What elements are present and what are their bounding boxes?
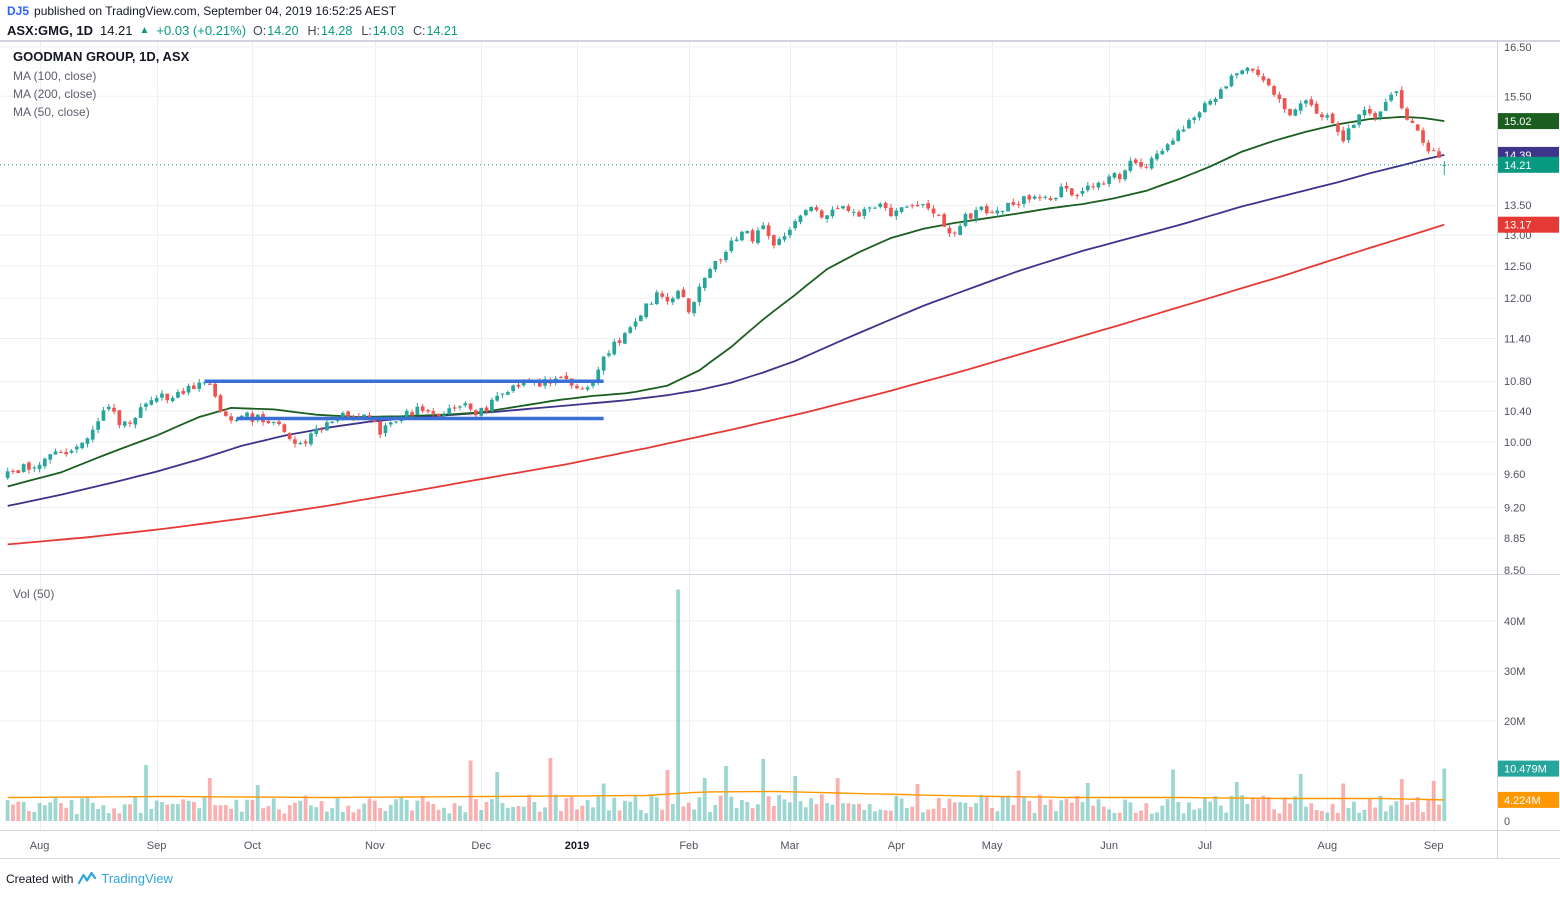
up-arrow-icon: ▲ bbox=[139, 25, 150, 36]
open-label: O: bbox=[253, 23, 267, 38]
created-with-text: Created with bbox=[6, 871, 74, 886]
svg-text:Oct: Oct bbox=[244, 840, 261, 852]
svg-text:9.20: 9.20 bbox=[1504, 503, 1525, 515]
svg-text:Jun: Jun bbox=[1100, 840, 1118, 852]
drawings-layer[interactable] bbox=[0, 164, 1497, 421]
high-label: H: bbox=[307, 23, 321, 38]
publish-bar: DJ5 published on TradingView.com, Septem… bbox=[0, 0, 1560, 21]
svg-text:14.21: 14.21 bbox=[1504, 160, 1532, 172]
svg-text:16.50: 16.50 bbox=[1504, 42, 1532, 54]
svg-text:0: 0 bbox=[1504, 816, 1510, 828]
symbol-title: ASX:GMG, 1D bbox=[7, 23, 93, 38]
svg-text:15.50: 15.50 bbox=[1504, 91, 1532, 103]
svg-text:Sep: Sep bbox=[1424, 840, 1444, 852]
tradingview-logo-icon bbox=[78, 872, 97, 885]
price-change: +0.03 (+0.21%) bbox=[156, 23, 247, 38]
svg-text:30M: 30M bbox=[1504, 666, 1525, 678]
svg-text:Aug: Aug bbox=[1318, 840, 1338, 852]
svg-text:4.224M: 4.224M bbox=[1504, 795, 1541, 807]
svg-text:12.00: 12.00 bbox=[1504, 293, 1532, 305]
ohlc-values: O: 14.20 H: 14.28 L: 14.03 C: 14.21 bbox=[253, 24, 458, 38]
svg-text:10.479M: 10.479M bbox=[1504, 764, 1547, 776]
author-link[interactable]: DJ5 bbox=[7, 3, 30, 18]
open-value: 14.20 bbox=[267, 23, 299, 38]
last-price-price-tag bbox=[1498, 156, 1559, 173]
symbol-bar: ASX:GMG, 1D 14.21 ▲ +0.03 (+0.21%) O: 14.… bbox=[0, 21, 1560, 40]
svg-text:8.50: 8.50 bbox=[1504, 565, 1525, 577]
price-axis[interactable]: 16.50 15.50 13.50 13.00 12.50 12.00 11.40 10.80… bbox=[1498, 42, 1559, 828]
volume-legend: Vol (50) bbox=[13, 587, 55, 601]
current-volume-tag bbox=[1498, 760, 1559, 777]
svg-text:Aug: Aug bbox=[30, 840, 50, 852]
svg-text:13.00: 13.00 bbox=[1504, 230, 1532, 242]
footer-bar: Created with TradingView bbox=[0, 859, 1560, 898]
low-value: 14.03 bbox=[372, 23, 405, 38]
svg-text:Apr: Apr bbox=[888, 840, 905, 852]
svg-text:12.50: 12.50 bbox=[1504, 261, 1532, 273]
grid-layer bbox=[0, 41, 1560, 859]
svg-text:11.40: 11.40 bbox=[1504, 334, 1531, 346]
publish-text: published on TradingView.com, September … bbox=[34, 3, 397, 18]
close-value: 14.21 bbox=[426, 23, 458, 38]
MA200-price-tag bbox=[1498, 216, 1559, 233]
svg-text:Nov: Nov bbox=[365, 840, 385, 852]
svg-text:May: May bbox=[982, 840, 1003, 852]
svg-text:Feb: Feb bbox=[679, 840, 698, 852]
time-axis[interactable]: Aug Sep Oct Nov Dec 2019 Feb Mar Apr May Jun Jul Aug… bbox=[30, 840, 1444, 852]
svg-text:20M: 20M bbox=[1504, 716, 1525, 728]
chart-area: 16.50 15.50 13.50 13.00 12.50 12.00 11.40 10.80… bbox=[0, 40, 1560, 859]
svg-text:8.85: 8.85 bbox=[1504, 533, 1525, 545]
svg-text:10.00: 10.00 bbox=[1504, 437, 1532, 449]
last-price: 14.21 bbox=[99, 23, 133, 38]
svg-text:Sep: Sep bbox=[147, 840, 167, 852]
MA50-price-tag bbox=[1498, 113, 1559, 130]
low-label: L: bbox=[361, 23, 372, 38]
candles-layer bbox=[5, 66, 1447, 480]
svg-text:2019: 2019 bbox=[565, 840, 589, 852]
svg-text:13.17: 13.17 bbox=[1504, 220, 1532, 232]
volume-layer bbox=[5, 589, 1447, 821]
volume-ma-tag bbox=[1498, 791, 1559, 808]
svg-text:15.02: 15.02 bbox=[1504, 116, 1532, 128]
svg-text:Mar: Mar bbox=[780, 840, 799, 852]
high-value: 14.28 bbox=[321, 23, 353, 38]
close-label: C: bbox=[413, 23, 426, 38]
svg-text:Dec: Dec bbox=[471, 840, 491, 852]
tradingview-brand-link[interactable]: TradingView bbox=[101, 871, 173, 886]
svg-text:40M: 40M bbox=[1504, 616, 1525, 628]
svg-text:Jul: Jul bbox=[1198, 840, 1212, 852]
svg-text:10.40: 10.40 bbox=[1504, 406, 1532, 418]
svg-text:10.80: 10.80 bbox=[1504, 376, 1532, 388]
svg-text:9.60: 9.60 bbox=[1504, 469, 1525, 481]
svg-text:13.50: 13.50 bbox=[1504, 200, 1532, 212]
chart-canvas[interactable]: 16.50 15.50 13.50 13.00 12.50 12.00 11.40 10.80… bbox=[0, 41, 1560, 859]
ma-layer bbox=[7, 115, 1445, 546]
